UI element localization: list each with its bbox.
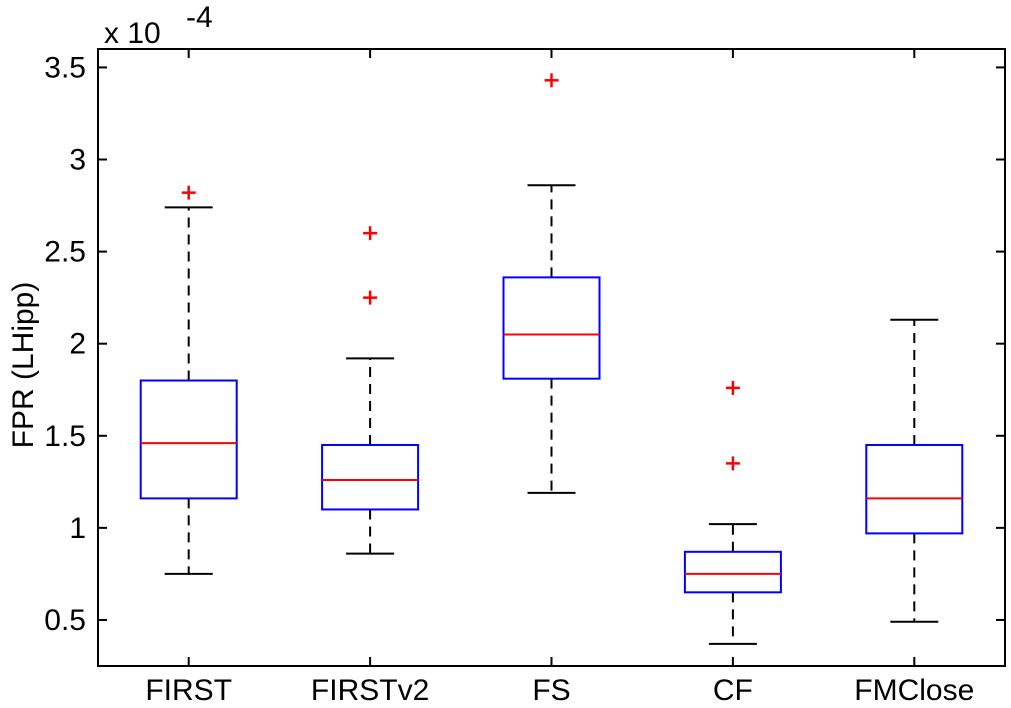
outlier-marker [181,185,196,200]
iqr-box [865,443,964,535]
outlier-marker [725,380,740,395]
outlier-marker [725,456,740,471]
x-tick-label: FMClose [854,674,974,707]
y-tick-label: 1.5 [44,420,86,453]
boxes [139,73,964,645]
outlier-marker [363,226,378,241]
y-tick-label: 1 [69,512,86,545]
box-group [321,226,420,555]
y-axis: 0.5 1 1.5 2 2.5 3 3.5 [44,51,1005,637]
y-tick-label: 2 [69,328,86,361]
iqr-box [502,276,601,380]
box-group [865,318,964,623]
x-tick-label: FIRST [145,674,232,707]
y-tick-label: 3.5 [44,51,86,84]
box-group [139,185,238,575]
iqr-box [683,550,782,594]
x-tick-label: CF [713,674,753,707]
x-tick-label: FIRSTv2 [311,674,429,707]
box-group [683,380,782,645]
y-axis-exponent: -4 [186,1,213,34]
y-tick-label: 0.5 [44,604,86,637]
outlier-marker [544,73,559,88]
x-tick-label: FS [532,674,570,707]
box-group [502,73,601,494]
x-axis: FIRST FIRSTv2 FS CF FMClose [145,49,974,707]
y-tick-label: 3 [69,144,86,177]
y-tick-label: 2.5 [44,236,86,269]
iqr-box [139,379,238,500]
y-axis-multiplier: x 10 [104,17,161,50]
outlier-marker [363,290,378,305]
iqr-box [321,443,420,511]
y-axis-label: FPR (LHipp) [7,282,40,449]
